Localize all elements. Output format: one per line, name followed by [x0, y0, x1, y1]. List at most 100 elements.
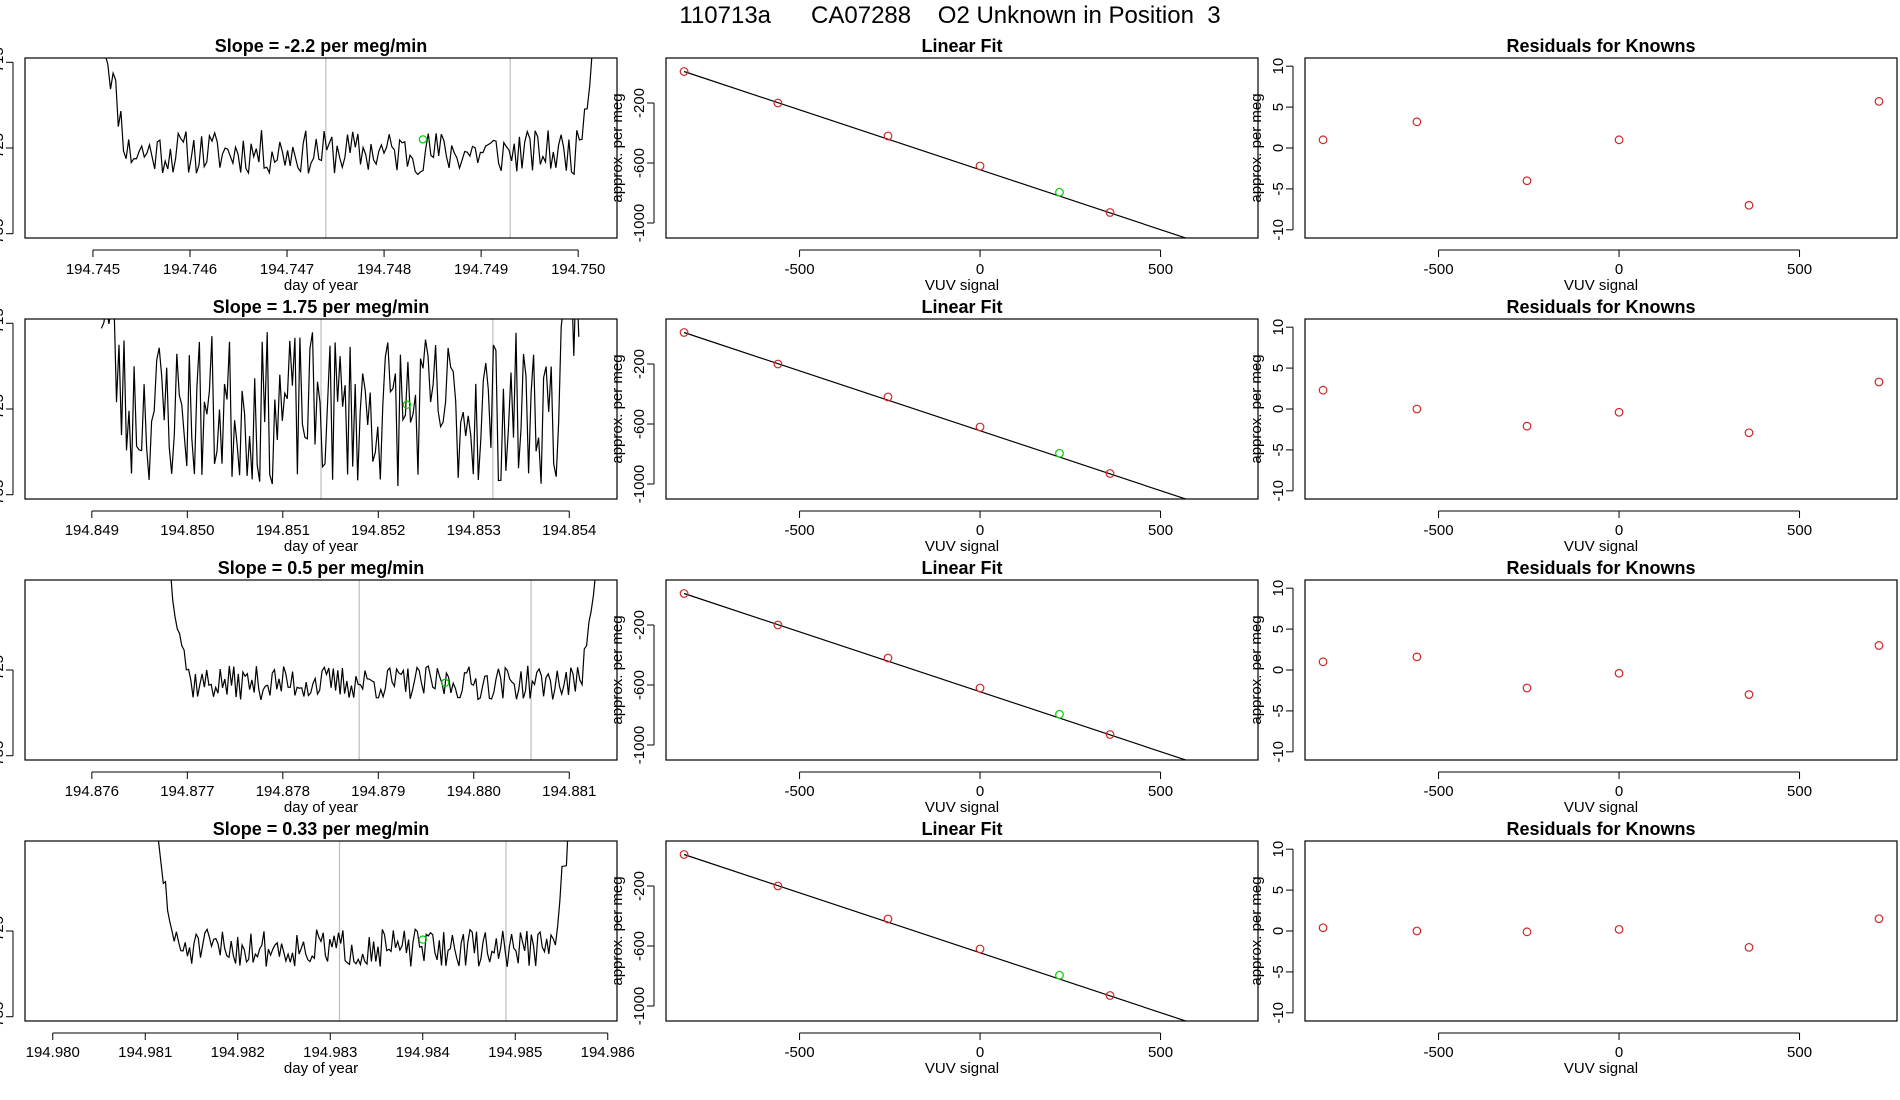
x-axis-label: VUV signal [925, 277, 999, 294]
y-tick-label: -200 [631, 871, 648, 901]
chart-panel-r1-c3: Residuals for Knowns -500 0 500 VUV signal 10… [1248, 36, 1898, 294]
known-point [679, 67, 689, 76]
plot-frame [1304, 579, 1898, 761]
plot-data [679, 850, 1188, 1021]
x-tick-label: 500 [1787, 783, 1812, 800]
y-tick-label: -735 [0, 480, 7, 510]
plot-title: Slope = 0.33 per meg/min [213, 819, 430, 839]
x-tick-label: 194.983 [303, 1044, 357, 1061]
y-tick-label: 5 [1270, 625, 1287, 633]
known-point [1105, 991, 1115, 1000]
known-point [975, 422, 985, 432]
x-tick-label: 194.853 [447, 522, 501, 539]
y-tick-label: -5 [1270, 182, 1287, 195]
unknown-point [1055, 970, 1064, 980]
unknown-point [402, 400, 412, 409]
fit-line [683, 70, 1188, 238]
plot-frame [1304, 57, 1898, 239]
unknown-point [418, 135, 428, 144]
plot-data [679, 589, 1188, 760]
x-tick-label: 194.980 [26, 1044, 80, 1061]
plot-frame [24, 579, 618, 761]
x-tick-label: 194.984 [396, 1044, 450, 1061]
residual-point [1318, 923, 1328, 933]
plot-title: Linear Fit [921, 297, 1002, 317]
plot-title: Slope = 1.75 per meg/min [213, 297, 430, 317]
plot-frame [1304, 840, 1898, 1022]
x-tick-label: 0 [1615, 522, 1623, 539]
y-tick-label: -200 [631, 610, 648, 640]
data-series-line [100, 319, 580, 487]
y-tick-label: -10 [1270, 741, 1287, 763]
chart-panel-r4-c1: Slope = 0.33 per meg/min 194.980 194.981 19… [0, 819, 635, 1077]
x-tick-label: 500 [1148, 522, 1173, 539]
x-tick-label: 194.981 [118, 1044, 172, 1061]
x-axis-label: VUV signal [925, 538, 999, 555]
y-tick-label: 5 [1270, 103, 1287, 111]
y-tick-label: -10 [1270, 1002, 1287, 1024]
known-point [1236, 252, 1244, 260]
x-axis-label: VUV signal [925, 799, 999, 816]
x-tick-label: -500 [1424, 1044, 1454, 1061]
residual-point [1318, 657, 1328, 667]
x-tick-label: -500 [1424, 522, 1454, 539]
x-tick-label: 194.985 [488, 1044, 542, 1061]
y-tick-label: 5 [1270, 886, 1287, 894]
x-axis-label: VUV signal [1564, 277, 1638, 294]
x-tick-label: 194.849 [65, 522, 119, 539]
page-title: 110713a CA07288 O2 Unknown in Position 3 [679, 2, 1221, 29]
plot-data [170, 580, 596, 760]
y-axis-label: approx. per meg [609, 615, 626, 724]
y-tick-label: -1000 [631, 726, 648, 764]
plot-frame [24, 840, 618, 1022]
x-tick-label: 500 [1148, 783, 1173, 800]
residual-point [1744, 690, 1754, 699]
x-tick-label: 194.880 [447, 783, 501, 800]
x-axis-label: VUV signal [1564, 1060, 1638, 1077]
x-tick-label: 194.749 [454, 261, 508, 278]
known-point [679, 850, 689, 859]
x-tick-label: 194.878 [256, 783, 310, 800]
y-tick-label: -715 [0, 308, 7, 338]
plot-data [679, 328, 1188, 499]
residual-point [1318, 135, 1328, 145]
x-tick-label: 500 [1148, 261, 1173, 278]
x-tick-label: 0 [1615, 1044, 1623, 1061]
x-tick-label: 194.879 [351, 783, 405, 800]
x-tick-label: 194.745 [66, 261, 120, 278]
data-series-line [105, 58, 593, 176]
x-tick-label: 500 [1787, 1044, 1812, 1061]
plot-data [1318, 96, 1884, 210]
unknown-point [1055, 448, 1064, 458]
residual-point [1412, 404, 1422, 414]
x-axis-label: day of year [284, 277, 358, 294]
x-tick-label: 194.746 [163, 261, 217, 278]
data-series-line [157, 841, 569, 967]
residual-point [1412, 926, 1422, 936]
chart-panel-r4-c2: Linear Fit -500 0 500 VUV signal -200 -600 -100… [609, 819, 1259, 1077]
x-tick-label: -500 [1424, 261, 1454, 278]
residual-point [1522, 421, 1532, 431]
y-tick-label: 10 [1270, 841, 1287, 858]
y-tick-label: 10 [1270, 580, 1287, 597]
y-tick-label: -600 [631, 670, 648, 700]
plot-data [1318, 377, 1884, 438]
residual-point [1874, 377, 1884, 387]
plot-frame [24, 318, 618, 500]
y-tick-label: 0 [1270, 927, 1287, 935]
plot-data [105, 58, 593, 238]
x-tick-label: 0 [976, 261, 984, 278]
residual-point [1614, 668, 1624, 678]
x-tick-label: 0 [1615, 261, 1623, 278]
y-tick-label: -725 [0, 655, 7, 685]
chart-panel-r1-c1: Slope = -2.2 per meg/min 194.745 194.746 19… [0, 36, 618, 294]
y-tick-label: -10 [1270, 480, 1287, 502]
known-point [773, 359, 783, 369]
plot-frame [665, 318, 1259, 500]
x-tick-label: 0 [976, 783, 984, 800]
y-tick-label: -600 [631, 148, 648, 178]
residual-point [1874, 641, 1884, 650]
x-axis-label: day of year [284, 538, 358, 555]
plot-title: Slope = -2.2 per meg/min [215, 36, 428, 56]
chart-panel-r3-c2: Linear Fit -500 0 500 VUV signal -200 -600 -100… [609, 558, 1259, 816]
